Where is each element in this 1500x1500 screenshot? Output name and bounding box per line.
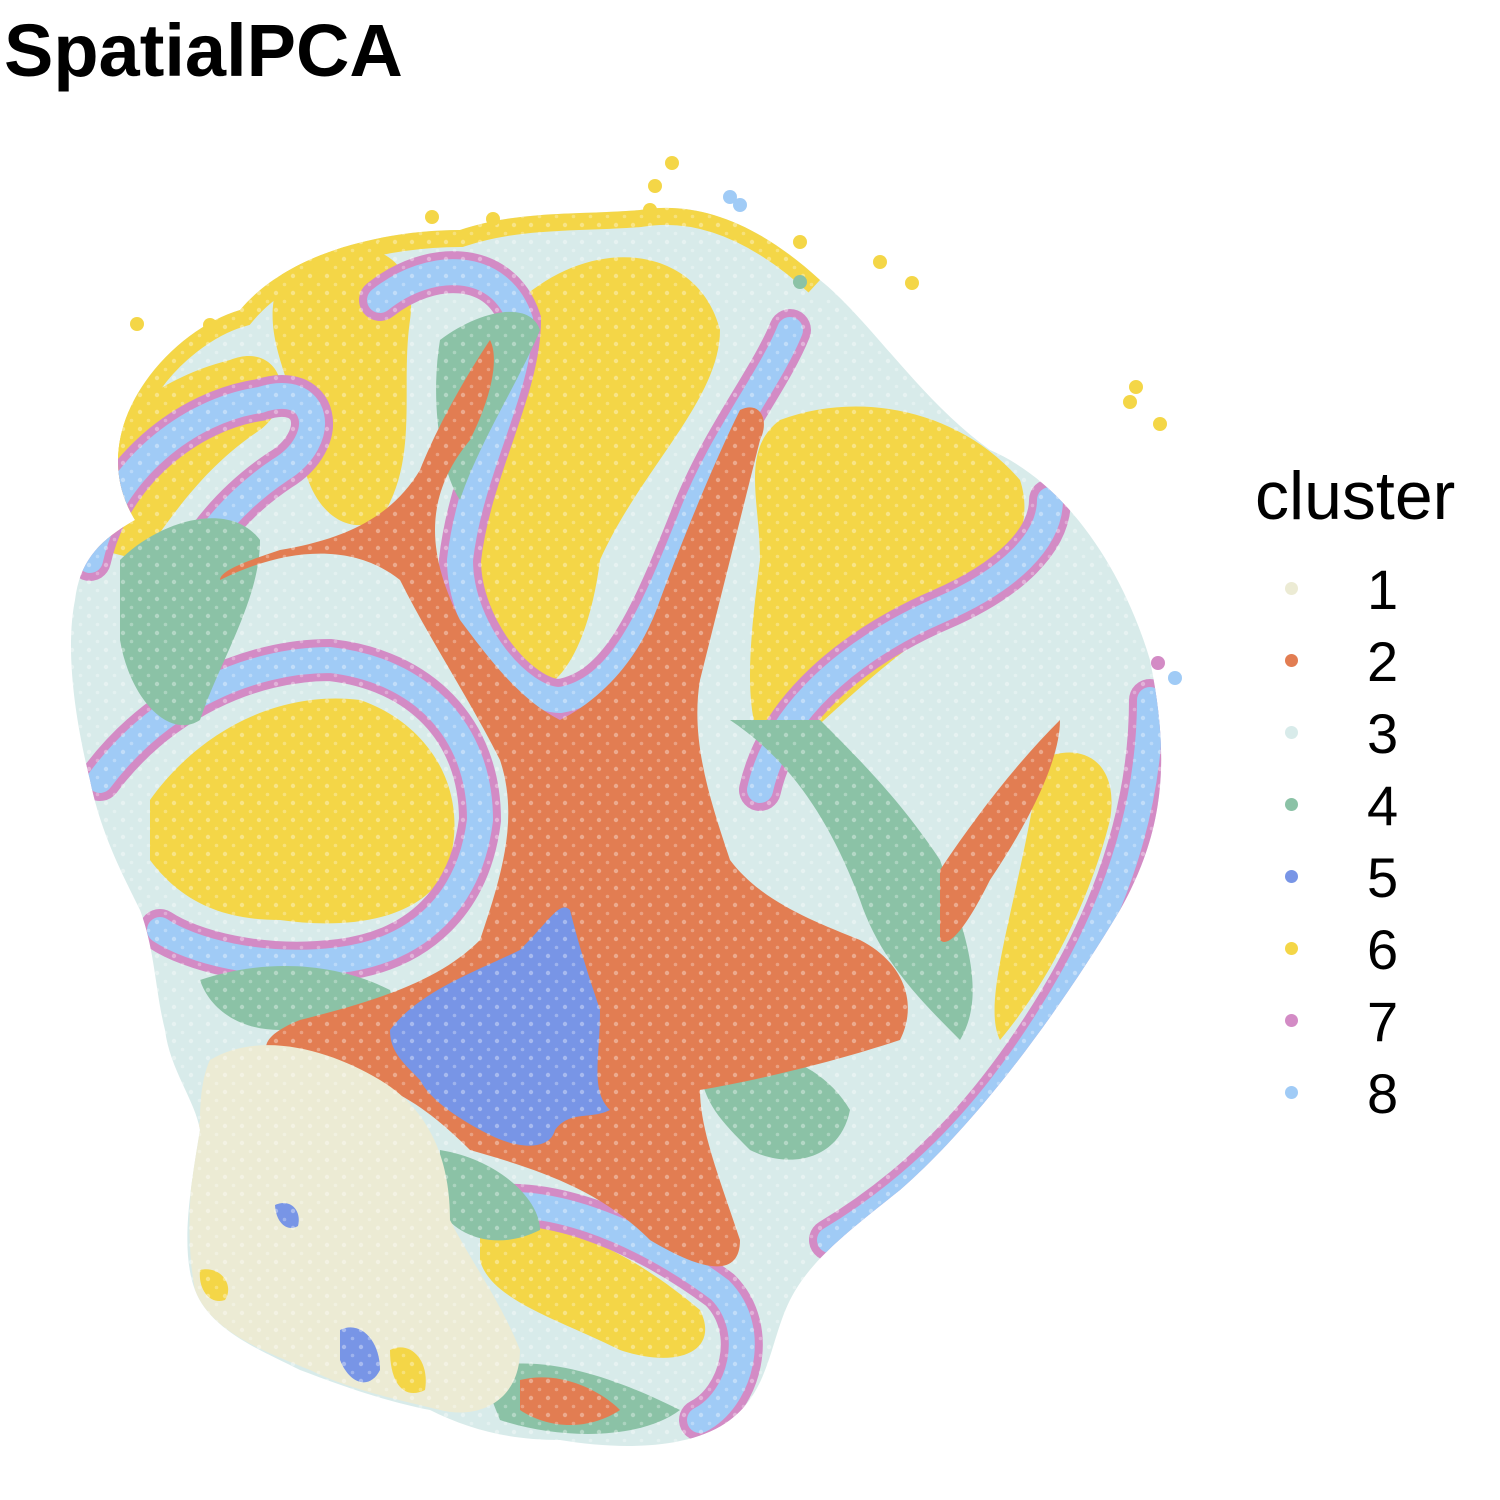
- stray-spot-11: [1123, 395, 1137, 409]
- stray-spot-1: [130, 317, 144, 331]
- legend-label-3: 3: [1367, 702, 1399, 765]
- legend-label-2: 2: [1367, 630, 1399, 693]
- spatial-scatter-plot: [70, 156, 1182, 1446]
- stray-spot-2: [665, 156, 679, 170]
- stray-spot-15: [813, 290, 827, 304]
- legend-label-7: 7: [1367, 990, 1399, 1053]
- stray-spot-14: [1151, 656, 1165, 670]
- legend-item-3: 3: [1255, 706, 1455, 784]
- legend-key-4: [1285, 798, 1298, 811]
- legend-key-7: [1285, 1014, 1298, 1027]
- legend-key-3: [1285, 726, 1298, 739]
- stray-spot-8: [873, 255, 887, 269]
- stray-spot-20: [378, 239, 392, 253]
- stray-spot-6: [723, 190, 737, 204]
- chart-title: SpatialPCA: [4, 9, 403, 92]
- legend-label-4: 4: [1367, 774, 1399, 837]
- stray-spot-12: [1153, 417, 1167, 431]
- stray-spot-10: [1129, 380, 1143, 394]
- legend-key-8: [1285, 1086, 1298, 1099]
- stray-spot-9: [905, 276, 919, 290]
- legend-item-1: 1: [1255, 562, 1455, 640]
- legend-item-7: 7: [1255, 994, 1455, 1072]
- stray-spot-17: [425, 210, 439, 224]
- stray-spot-3: [648, 179, 662, 193]
- stray-spot-13: [1168, 671, 1182, 685]
- legend-item-4: 4: [1255, 778, 1455, 856]
- stray-spot-21: [203, 318, 217, 332]
- legend-key-5: [1285, 870, 1298, 883]
- legend-label-6: 6: [1367, 918, 1399, 981]
- legend-key-6: [1285, 942, 1298, 955]
- legend-key-1: [1285, 582, 1298, 595]
- legend-key-2: [1285, 654, 1298, 667]
- legend-item-2: 2: [1255, 634, 1455, 712]
- stray-spot-4: [643, 203, 657, 217]
- stray-spot-7: [793, 235, 807, 249]
- legend-label-5: 5: [1367, 846, 1399, 909]
- stray-spots: [130, 156, 1182, 685]
- legend-label-8: 8: [1367, 1062, 1399, 1125]
- legend-item-5: 5: [1255, 850, 1455, 928]
- stray-spot-19: [313, 259, 327, 273]
- legend-item-8: 8: [1255, 1066, 1455, 1144]
- stray-spot-18: [486, 212, 500, 226]
- stray-spot-16: [793, 275, 807, 289]
- spot-texture: [70, 207, 1162, 1446]
- stray-spot-5: [733, 198, 747, 212]
- legend-title: cluster: [1255, 458, 1456, 534]
- legend-item-6: 6: [1255, 922, 1455, 1000]
- legend-label-1: 1: [1367, 558, 1399, 621]
